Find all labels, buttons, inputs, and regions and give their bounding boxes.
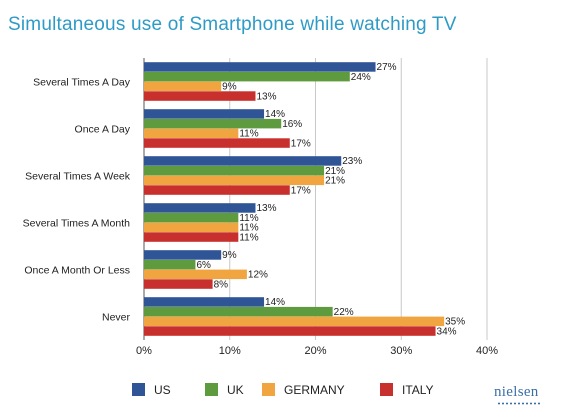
value-label: 17% [291, 138, 311, 149]
category-label: Several Times A Day [33, 77, 131, 89]
value-label: 11% [239, 213, 258, 224]
category-labels: Several Times A Day Once A Day Several Tim… [23, 77, 131, 324]
x-tick-label: 20% [304, 345, 326, 357]
value-label: 13% [256, 203, 276, 214]
bar-us [144, 297, 265, 307]
value-label: 6% [196, 260, 211, 271]
value-label: 17% [291, 185, 311, 196]
category-label: Once A Month Or Less [24, 265, 130, 277]
legend-swatch-italy [380, 383, 393, 396]
value-label: 21% [325, 166, 345, 177]
bar-uk [144, 165, 325, 176]
bar-italy [144, 279, 213, 289]
legend-swatch-germany [262, 383, 275, 396]
bar-germany [144, 222, 239, 233]
value-label: 21% [325, 176, 345, 187]
bar-uk [144, 118, 282, 129]
category-label: Never [102, 312, 131, 324]
legend-label-italy: ITALY [402, 383, 434, 397]
bar-us [144, 250, 222, 260]
bar-italy [144, 326, 436, 336]
value-label: 34% [437, 326, 457, 337]
bar-italy [144, 232, 239, 242]
legend-swatch-uk [205, 383, 218, 396]
value-label: 9% [222, 250, 237, 261]
value-label: 23% [342, 156, 362, 167]
legend-swatch-us [132, 383, 145, 396]
bar-germany [144, 81, 222, 92]
value-label: 35% [445, 317, 465, 328]
gridlines [143, 58, 488, 340]
x-tick-label: 0% [136, 345, 152, 357]
value-label: 11% [239, 129, 258, 140]
value-label: 8% [214, 279, 229, 290]
bar-italy [144, 185, 290, 195]
bar-uk [144, 71, 350, 82]
category-label: Several Times A Month [23, 218, 131, 230]
value-label: 16% [282, 119, 302, 130]
value-label: 11% [239, 232, 258, 243]
bar-us [144, 203, 256, 213]
value-label: 13% [256, 91, 276, 102]
value-label: 14% [265, 109, 285, 120]
bar-germany [144, 175, 325, 186]
value-label: 14% [265, 297, 285, 308]
bar-uk [144, 259, 196, 270]
value-label: 22% [334, 307, 354, 318]
value-label: 12% [248, 270, 268, 281]
bar-italy [144, 138, 290, 148]
x-tick-label: 30% [390, 345, 412, 357]
bar-germany [144, 269, 247, 280]
bar-us [144, 109, 265, 119]
value-label: 9% [222, 82, 237, 93]
chart-title: Simultaneous use of Smartphone while wat… [8, 14, 457, 35]
bar-uk [144, 306, 333, 317]
logo-dots [497, 402, 541, 405]
legend-label-uk: UK [227, 383, 244, 397]
legend-label-germany: GERMANY [284, 383, 345, 397]
bar-italy [144, 91, 256, 101]
legend: US UK GERMANY ITALY [132, 383, 434, 397]
bar-us [144, 156, 342, 166]
bar-germany [144, 128, 239, 139]
category-label: Once A Day [75, 124, 131, 136]
bars [144, 62, 445, 336]
value-label: 24% [351, 72, 371, 83]
value-label: 27% [377, 62, 397, 73]
bar-uk [144, 212, 239, 223]
bar-germany [144, 316, 445, 327]
nielsen-logo: nielsen [494, 384, 539, 400]
category-label: Several Times A Week [25, 171, 131, 183]
legend-label-us: US [154, 383, 171, 397]
x-axis-ticks: 0% 10% 20% 30% 40% [136, 345, 498, 357]
bar-us [144, 62, 376, 72]
x-tick-label: 10% [219, 345, 241, 357]
value-label: 11% [239, 223, 258, 234]
x-tick-label: 40% [476, 345, 498, 357]
value-labels: 27%24%9%13%14%16%11%17%23%21%21%17%13%11… [196, 62, 465, 337]
